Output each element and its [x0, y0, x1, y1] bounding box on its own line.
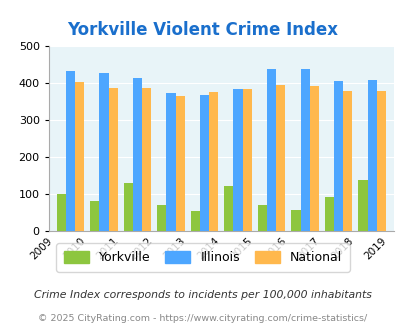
Bar: [257, 205, 266, 231]
Bar: [157, 205, 166, 231]
Bar: [242, 89, 251, 231]
Bar: [233, 89, 242, 231]
Text: Crime Index corresponds to incidents per 100,000 inhabitants: Crime Index corresponds to incidents per…: [34, 290, 371, 300]
Bar: [333, 81, 342, 231]
Bar: [66, 71, 75, 231]
Bar: [275, 84, 284, 231]
Bar: [367, 80, 376, 231]
Bar: [376, 91, 385, 231]
Bar: [324, 197, 333, 231]
Bar: [108, 88, 117, 231]
Bar: [342, 91, 351, 231]
Bar: [291, 210, 300, 231]
Bar: [175, 96, 184, 231]
Bar: [309, 86, 318, 231]
Bar: [124, 182, 133, 231]
Bar: [75, 82, 84, 231]
Bar: [190, 211, 200, 231]
Bar: [57, 194, 66, 231]
Bar: [200, 95, 209, 231]
Text: © 2025 CityRating.com - https://www.cityrating.com/crime-statistics/: © 2025 CityRating.com - https://www.city…: [38, 314, 367, 323]
Bar: [133, 78, 142, 231]
Bar: [166, 93, 175, 231]
Bar: [142, 88, 151, 231]
Bar: [224, 186, 233, 231]
Bar: [300, 70, 309, 231]
Bar: [99, 73, 108, 231]
Legend: Yorkville, Illinois, National: Yorkville, Illinois, National: [56, 243, 349, 272]
Bar: [358, 180, 367, 231]
Text: Yorkville Violent Crime Index: Yorkville Violent Crime Index: [67, 21, 338, 39]
Bar: [266, 70, 275, 231]
Bar: [90, 201, 99, 231]
Bar: [209, 92, 217, 231]
